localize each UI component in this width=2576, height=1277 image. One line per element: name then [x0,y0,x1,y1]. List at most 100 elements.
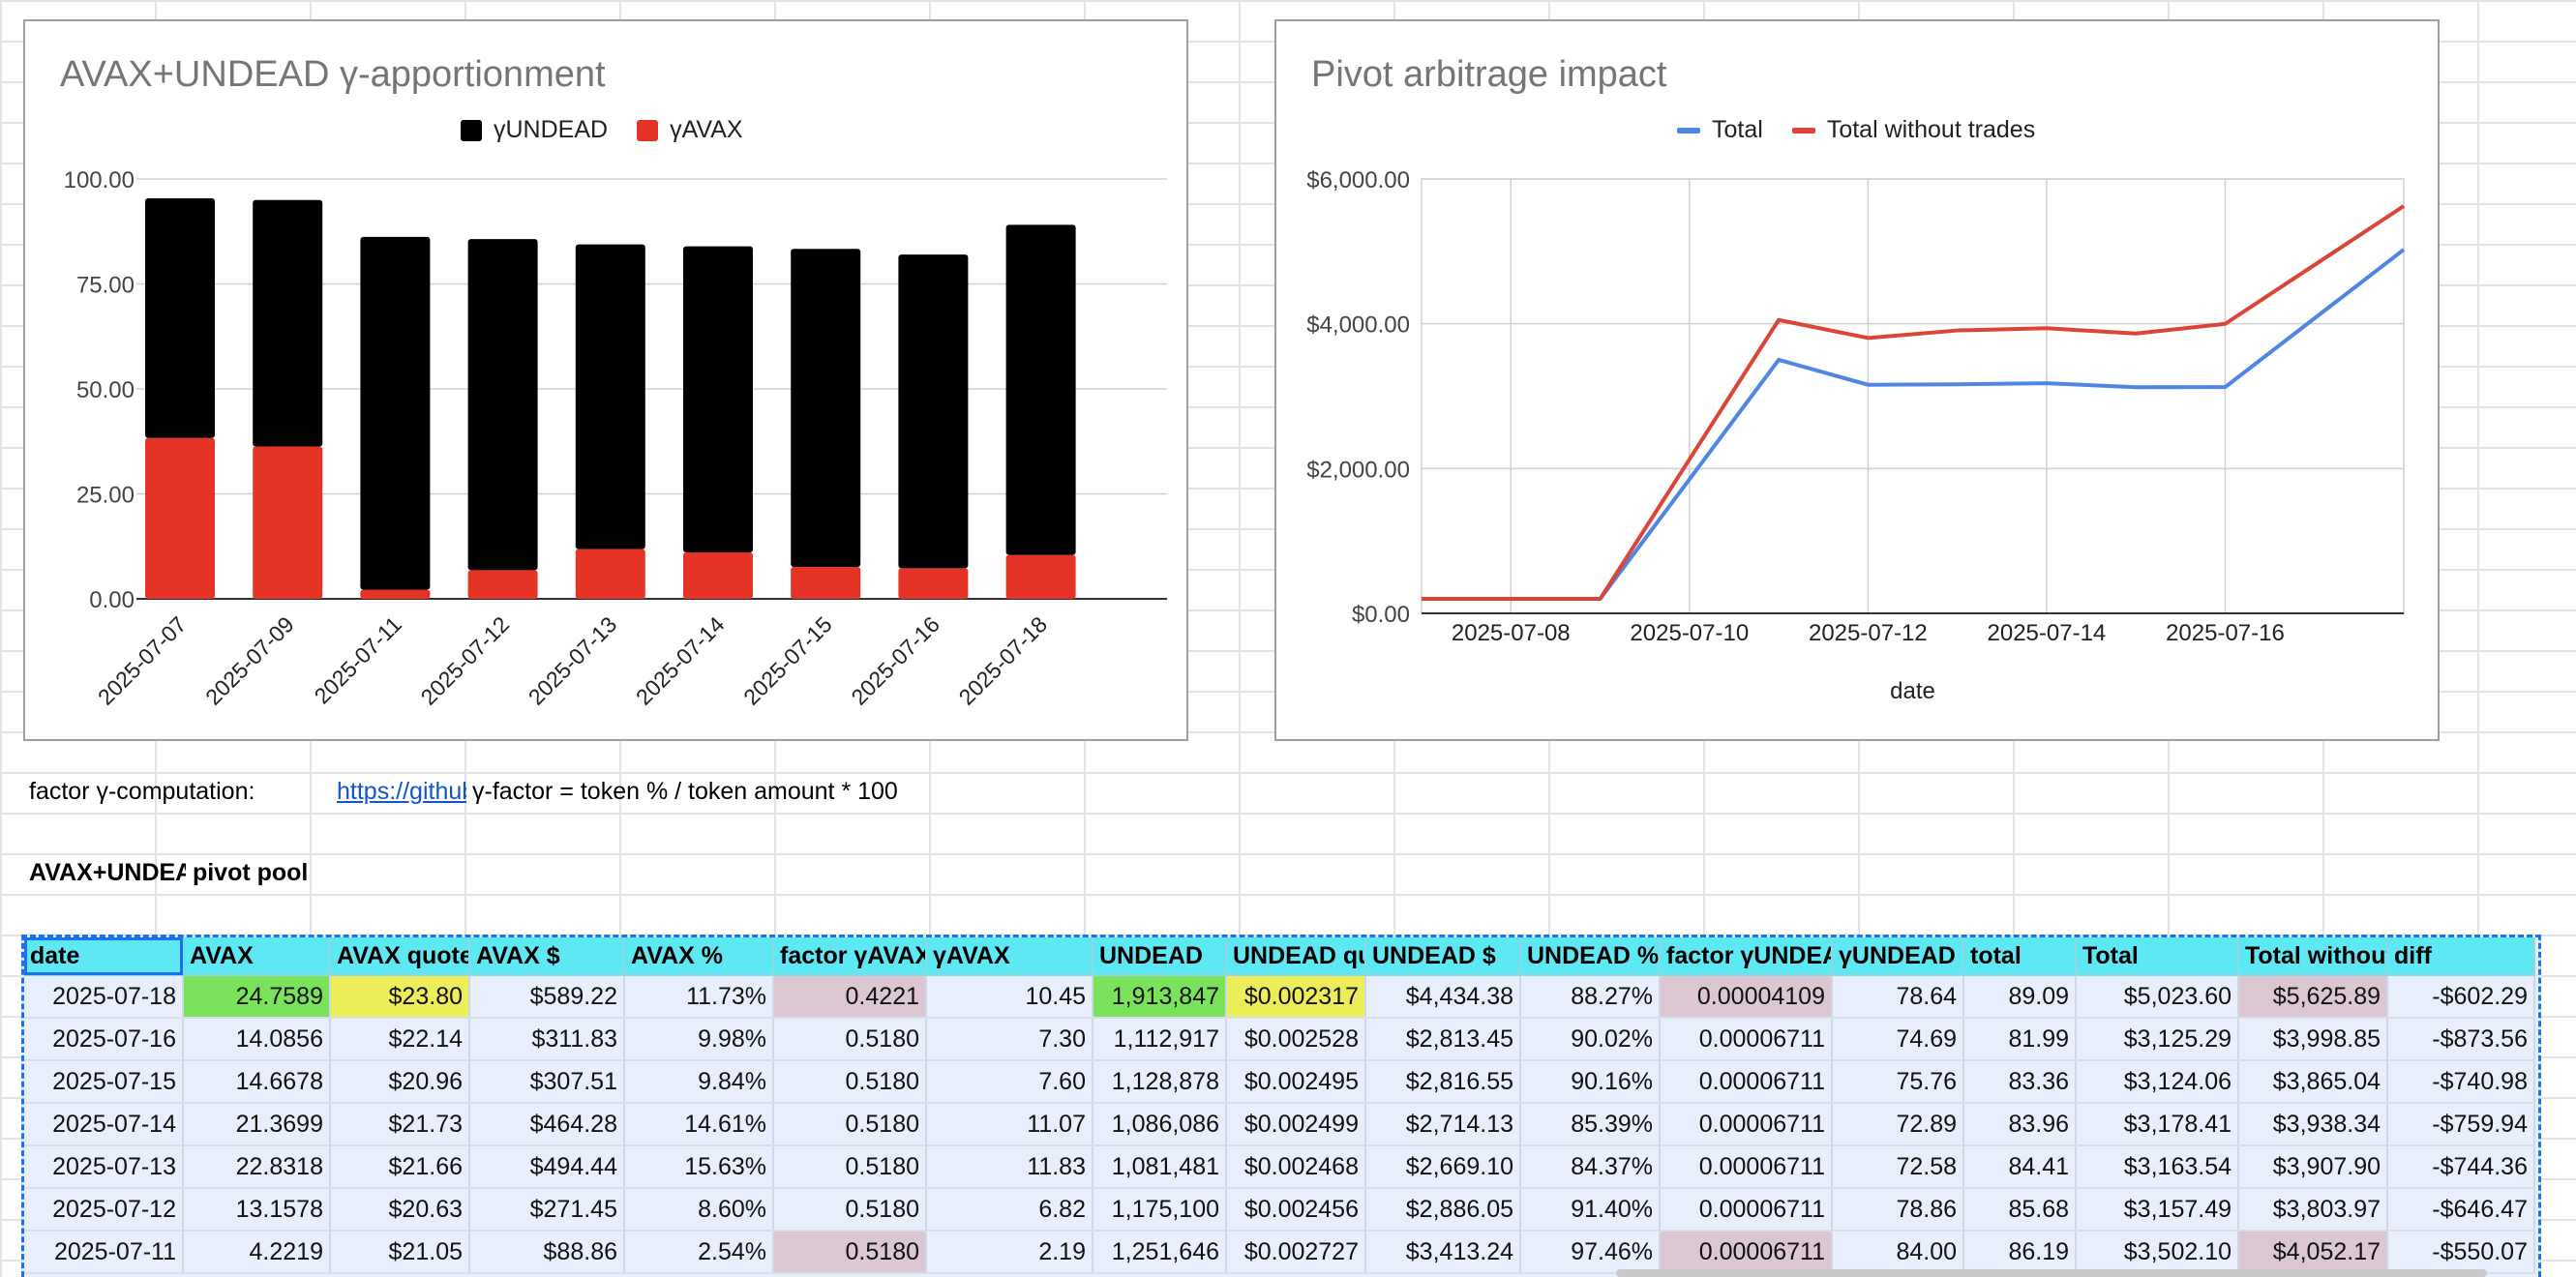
table-cell[interactable]: $3,163.54 [2076,1145,2239,1189]
table-cell[interactable]: 1,081,481 [1093,1145,1227,1189]
table-cell[interactable]: -$550.07 [2387,1231,2535,1274]
table-cell[interactable]: 0.00006711 [1660,1103,1833,1146]
table-cell[interactable]: $0.002456 [1226,1188,1366,1232]
table-cell[interactable]: 86.19 [1963,1231,2077,1274]
table-cell[interactable]: $0.002528 [1226,1018,1366,1061]
table-cell[interactable]: -$744.36 [2387,1145,2535,1189]
table-cell[interactable]: 91.40% [1520,1188,1661,1232]
column-header[interactable]: total [1963,937,2077,976]
pivot-arbitrage-chart[interactable]: 2025-07-08 2025-07-10 2025-07-12 2025-07-14… [1274,19,2440,741]
horizontal-scrollbar[interactable] [1616,1269,2487,1277]
table-cell[interactable]: $4,052.17 [2238,1231,2388,1274]
table-cell[interactable]: 2.19 [926,1231,1093,1274]
table-cell[interactable]: 81.99 [1963,1018,2077,1061]
table-cell[interactable]: 0.00006711 [1660,1231,1833,1274]
table-cell[interactable]: 14.0856 [183,1018,331,1061]
table-cell[interactable]: 74.69 [1832,1018,1964,1061]
column-header[interactable]: date [24,937,184,976]
table-cell[interactable]: 22.8318 [183,1145,331,1189]
table-cell[interactable]: 72.89 [1832,1103,1964,1146]
table-cell[interactable]: $3,413.24 [1365,1231,1521,1274]
table-cell[interactable]: $307.51 [469,1060,625,1104]
table-cell[interactable]: -$873.56 [2387,1018,2535,1061]
table-cell[interactable]: $4,434.38 [1365,975,1521,1019]
table-cell[interactable]: 2025-07-18 [24,975,184,1019]
table-cell[interactable]: $21.66 [330,1145,470,1189]
table-cell[interactable]: 72.58 [1832,1145,1964,1189]
table-cell[interactable]: $3,502.10 [2076,1231,2239,1274]
table-cell[interactable]: 88.27% [1520,975,1661,1019]
table-cell[interactable]: 7.60 [926,1060,1093,1104]
table-cell[interactable]: 8.60% [624,1188,774,1232]
table-cell[interactable]: 0.00006711 [1660,1060,1833,1104]
column-header[interactable]: factor γUNDEAD [1660,937,1833,976]
table-cell[interactable]: 83.36 [1963,1060,2077,1104]
table-cell[interactable]: 14.61% [624,1103,774,1146]
table-cell[interactable]: $3,178.41 [2076,1103,2239,1146]
table-cell[interactable]: 0.5180 [773,1188,927,1232]
table-cell[interactable]: $3,124.06 [2076,1060,2239,1104]
table-cell[interactable]: 85.39% [1520,1103,1661,1146]
table-cell[interactable]: 0.00006711 [1660,1018,1833,1061]
table-cell[interactable]: 13.1578 [183,1188,331,1232]
table-cell[interactable]: 0.5180 [773,1018,927,1061]
table-cell[interactable]: 0.4221 [773,975,927,1019]
table-cell[interactable]: $311.83 [469,1018,625,1061]
table-cell[interactable]: $0.002499 [1226,1103,1366,1146]
table-cell[interactable]: $464.28 [469,1103,625,1146]
table-cell[interactable]: $20.96 [330,1060,470,1104]
column-header[interactable]: UNDEAD $ [1365,937,1521,976]
table-cell[interactable]: 89.09 [1963,975,2077,1019]
table-cell[interactable]: $23.80 [330,975,470,1019]
column-header[interactable]: AVAX [183,937,331,976]
table-cell[interactable]: 2025-07-12 [24,1188,184,1232]
table-cell[interactable]: 0.5180 [773,1231,927,1274]
table-cell[interactable]: $0.002317 [1226,975,1366,1019]
table-cell[interactable]: 6.82 [926,1188,1093,1232]
table-cell[interactable]: 1,128,878 [1093,1060,1227,1104]
table-cell[interactable]: $88.86 [469,1231,625,1274]
column-header[interactable]: UNDEAD % [1520,937,1661,976]
table-cell[interactable]: $3,803.97 [2238,1188,2388,1232]
column-header[interactable]: AVAX quote [330,937,470,976]
column-header[interactable]: diff [2387,937,2535,976]
column-header[interactable]: γAVAX [926,937,1093,976]
table-cell[interactable]: 14.6678 [183,1060,331,1104]
table-cell[interactable]: $0.002495 [1226,1060,1366,1104]
table-cell[interactable]: -$740.98 [2387,1060,2535,1104]
table-cell[interactable]: 90.02% [1520,1018,1661,1061]
table-cell[interactable]: $3,938.34 [2238,1103,2388,1146]
table-cell[interactable]: 4.2219 [183,1231,331,1274]
table-cell[interactable]: 84.00 [1832,1231,1964,1274]
table-cell[interactable]: $21.05 [330,1231,470,1274]
table-cell[interactable]: 1,175,100 [1093,1188,1227,1232]
column-header[interactable]: AVAX % [624,937,774,976]
table-cell[interactable]: $21.73 [330,1103,470,1146]
table-cell[interactable]: $3,865.04 [2238,1060,2388,1104]
table-cell[interactable]: $3,998.85 [2238,1018,2388,1061]
table-cell[interactable]: $2,816.55 [1365,1060,1521,1104]
table-cell[interactable]: 0.5180 [773,1145,927,1189]
column-header[interactable]: UNDEAD [1093,937,1227,976]
factor-computation-link[interactable]: https://github [337,778,466,805]
gamma-apportionment-chart[interactable]: 0.00 25.00 50.00 75.00 100.00 2025-07-07 2025-… [23,19,1188,741]
table-cell[interactable]: $3,157.49 [2076,1188,2239,1232]
table-cell[interactable]: 7.30 [926,1018,1093,1061]
table-cell[interactable]: 11.07 [926,1103,1093,1146]
column-header[interactable]: Total [2076,937,2239,976]
table-cell[interactable]: 84.37% [1520,1145,1661,1189]
table-cell[interactable]: 0.5180 [773,1103,927,1146]
table-cell[interactable]: 78.86 [1832,1188,1964,1232]
pivot-pool-table-range[interactable]: date AVAX AVAX quote AVAX $ AVAX % factor γAV… [21,935,2541,1277]
table-cell[interactable]: -$646.47 [2387,1188,2535,1232]
table-cell[interactable]: $589.22 [469,975,625,1019]
table-cell[interactable]: 0.5180 [773,1060,927,1104]
table-cell[interactable]: 11.83 [926,1145,1093,1189]
table-cell[interactable]: 1,112,917 [1093,1018,1227,1061]
table-cell[interactable]: 1,086,086 [1093,1103,1227,1146]
table-cell[interactable]: 10.45 [926,975,1093,1019]
table-cell[interactable]: 97.46% [1520,1231,1661,1274]
table-cell[interactable]: 21.3699 [183,1103,331,1146]
table-cell[interactable]: 9.98% [624,1018,774,1061]
column-header[interactable]: Total without trades [2238,937,2388,976]
